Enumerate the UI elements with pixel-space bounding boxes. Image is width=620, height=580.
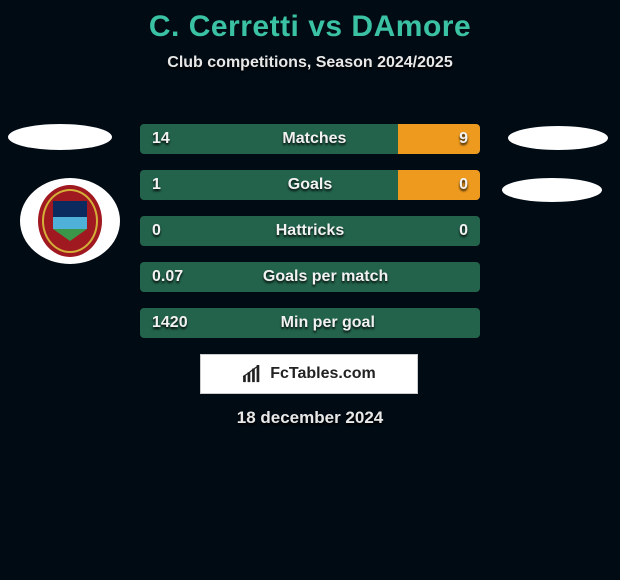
- brand-text: FcTables.com: [270, 365, 376, 383]
- stat-values: 0.07Goals per match: [140, 262, 480, 292]
- oval-shape: [508, 126, 608, 150]
- stat-values: 14Matches9: [140, 124, 480, 154]
- stat-value-left: 14: [152, 130, 170, 148]
- stat-label: Goals per match: [183, 268, 468, 286]
- stats-table: 14Matches91Goals00Hattricks00.07Goals pe…: [140, 124, 480, 354]
- stat-label: Hattricks: [161, 222, 459, 240]
- stat-row: 0Hattricks0: [140, 216, 480, 246]
- stat-row: 0.07Goals per match: [140, 262, 480, 292]
- oval-shape: [8, 124, 112, 150]
- shield-icon: [53, 201, 87, 241]
- stat-value-right: 0: [459, 222, 468, 240]
- stat-label: Min per goal: [188, 314, 468, 332]
- stat-values: 1Goals0: [140, 170, 480, 200]
- subtitle: Club competitions, Season 2024/2025: [0, 54, 620, 72]
- club-badge-left: [20, 178, 120, 264]
- stat-values: 1420Min per goal: [140, 308, 480, 338]
- stat-value-left: 0: [152, 222, 161, 240]
- brand-watermark: FcTables.com: [200, 354, 418, 394]
- player-right-blank-oval: [508, 126, 608, 150]
- club-badge-inner: [38, 185, 102, 257]
- stat-value-left: 1420: [152, 314, 188, 332]
- stat-value-left: 0.07: [152, 268, 183, 286]
- stat-label: Matches: [170, 130, 459, 148]
- bar-chart-icon: [242, 365, 264, 383]
- page-title: C. Cerretti vs DAmore: [0, 0, 620, 44]
- stat-row: 1Goals0: [140, 170, 480, 200]
- player-left-blank-oval: [8, 124, 112, 150]
- player-right-blank-oval-2: [502, 178, 602, 202]
- stat-label: Goals: [161, 176, 459, 194]
- stat-row: 14Matches9: [140, 124, 480, 154]
- stat-value-right: 0: [459, 176, 468, 194]
- stat-value-right: 9: [459, 130, 468, 148]
- stat-values: 0Hattricks0: [140, 216, 480, 246]
- stat-value-left: 1: [152, 176, 161, 194]
- oval-shape: [502, 178, 602, 202]
- stat-row: 1420Min per goal: [140, 308, 480, 338]
- date: 18 december 2024: [0, 408, 620, 428]
- comparison-card: C. Cerretti vs DAmore Club competitions,…: [0, 0, 620, 580]
